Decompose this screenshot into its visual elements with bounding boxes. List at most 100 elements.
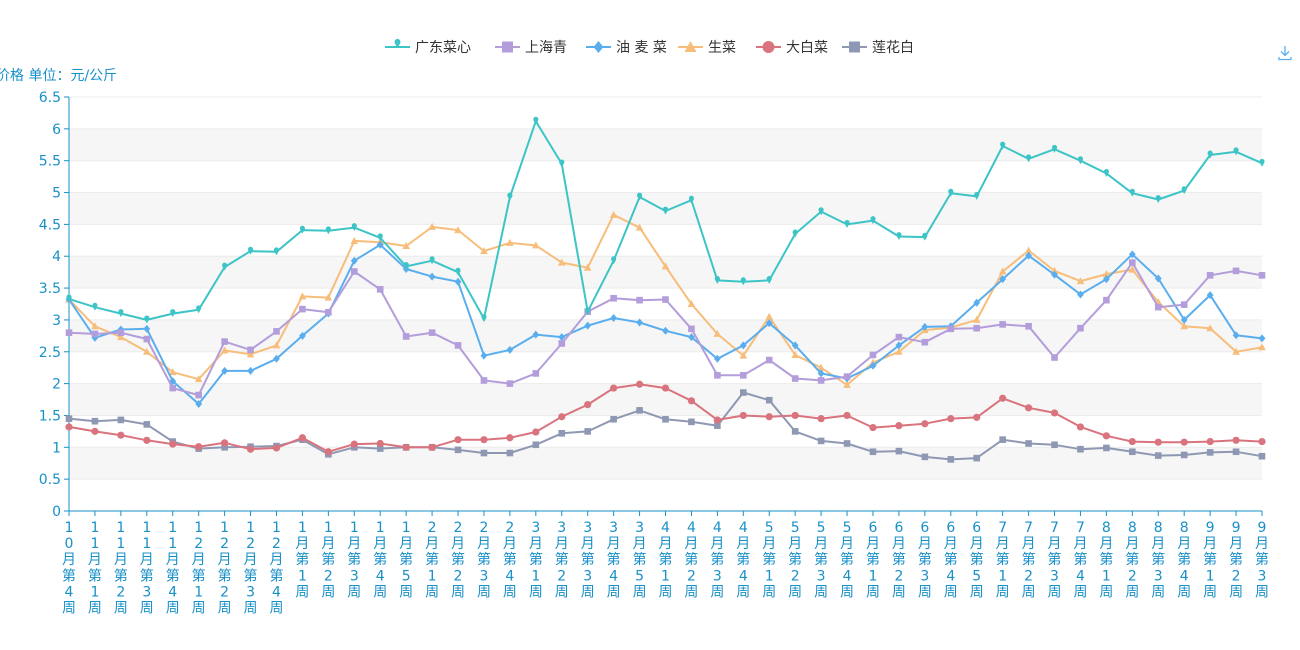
data-point[interactable] <box>299 331 306 340</box>
data-point[interactable] <box>817 377 825 384</box>
data-point[interactable] <box>972 315 981 323</box>
data-point[interactable] <box>1206 437 1214 446</box>
data-point[interactable] <box>1258 343 1266 351</box>
data-point[interactable] <box>220 346 229 354</box>
data-point[interactable] <box>636 407 643 414</box>
data-point[interactable] <box>1129 448 1136 456</box>
data-point[interactable] <box>558 413 566 421</box>
data-point[interactable] <box>688 195 695 204</box>
data-point[interactable] <box>428 272 436 281</box>
data-point[interactable] <box>895 341 903 350</box>
data-point[interactable] <box>143 421 151 428</box>
legend-item-3[interactable]: 生菜 <box>678 40 736 56</box>
data-point[interactable] <box>428 222 436 230</box>
data-point[interactable] <box>921 420 929 428</box>
data-point[interactable] <box>869 351 877 359</box>
data-point[interactable] <box>195 399 203 408</box>
data-point[interactable] <box>921 322 929 331</box>
data-point[interactable] <box>1181 186 1187 195</box>
data-point[interactable] <box>739 351 748 359</box>
data-point[interactable] <box>636 192 643 201</box>
data-point[interactable] <box>350 268 358 275</box>
data-point[interactable] <box>1180 315 1188 324</box>
data-point[interactable] <box>480 449 488 457</box>
data-point[interactable] <box>1076 277 1085 285</box>
legend-item-1[interactable]: 上海青 <box>495 40 567 56</box>
data-point[interactable] <box>1129 188 1135 197</box>
data-point[interactable] <box>402 443 410 451</box>
data-point[interactable] <box>532 441 540 449</box>
data-point[interactable] <box>168 368 177 376</box>
data-point[interactable] <box>1102 270 1111 278</box>
data-point[interactable] <box>1258 452 1266 460</box>
data-point[interactable] <box>1051 144 1058 153</box>
data-point[interactable] <box>1103 444 1110 452</box>
data-point[interactable] <box>740 372 747 379</box>
data-point[interactable] <box>247 346 254 354</box>
data-point[interactable] <box>869 448 877 456</box>
legend-item-4[interactable]: 大白菜 <box>756 40 828 56</box>
data-point[interactable] <box>557 258 566 266</box>
data-point[interactable] <box>170 309 176 318</box>
data-point[interactable] <box>688 418 695 426</box>
data-point[interactable] <box>558 333 566 342</box>
data-point[interactable] <box>1025 251 1032 260</box>
data-point[interactable] <box>532 330 540 339</box>
data-point[interactable] <box>1051 354 1058 361</box>
data-point[interactable] <box>948 188 954 197</box>
data-point[interactable] <box>325 308 332 316</box>
data-point[interactable] <box>481 314 487 323</box>
data-point[interactable] <box>454 277 462 286</box>
data-point[interactable] <box>1077 445 1084 453</box>
data-point[interactable] <box>610 384 618 392</box>
data-point[interactable] <box>376 286 384 293</box>
data-point[interactable] <box>1000 141 1006 150</box>
data-point[interactable] <box>1077 324 1084 332</box>
data-point[interactable] <box>402 333 410 340</box>
data-point[interactable] <box>713 354 721 363</box>
data-point[interactable] <box>1232 436 1240 444</box>
data-point[interactable] <box>1102 275 1110 284</box>
data-point[interactable] <box>973 454 981 462</box>
data-point[interactable] <box>1232 347 1240 355</box>
data-point[interactable] <box>429 256 435 265</box>
data-point[interactable] <box>1206 291 1214 300</box>
data-point[interactable] <box>895 347 903 355</box>
data-point[interactable] <box>91 322 99 330</box>
data-point[interactable] <box>791 428 799 435</box>
data-point[interactable] <box>532 241 540 249</box>
data-point[interactable] <box>635 380 644 388</box>
data-point[interactable] <box>973 413 981 421</box>
data-point[interactable] <box>298 434 307 442</box>
data-point[interactable] <box>350 236 359 244</box>
data-point[interactable] <box>998 267 1007 275</box>
data-point[interactable] <box>635 223 644 231</box>
data-point[interactable] <box>1077 290 1084 299</box>
data-point[interactable] <box>91 427 99 435</box>
data-point[interactable] <box>687 397 696 405</box>
data-point[interactable] <box>273 328 280 335</box>
data-point[interactable] <box>1206 272 1214 279</box>
data-point[interactable] <box>480 377 488 384</box>
data-point[interactable] <box>662 296 669 303</box>
data-point[interactable] <box>636 318 643 327</box>
legend-item-2[interactable]: 油 麦 菜 <box>586 40 667 56</box>
data-point[interactable] <box>1232 331 1240 340</box>
data-point[interactable] <box>609 210 618 218</box>
data-point[interactable] <box>222 262 228 271</box>
data-point[interactable] <box>1154 274 1162 283</box>
data-point[interactable] <box>65 415 73 422</box>
data-point[interactable] <box>558 340 566 347</box>
data-point[interactable] <box>585 307 591 316</box>
data-point[interactable] <box>739 411 747 420</box>
data-point[interactable] <box>947 325 955 333</box>
data-point[interactable] <box>817 437 825 445</box>
data-point[interactable] <box>999 321 1006 328</box>
data-point[interactable] <box>143 347 151 355</box>
data-point[interactable] <box>999 275 1007 284</box>
data-point[interactable] <box>1128 265 1137 273</box>
data-point[interactable] <box>584 428 591 435</box>
data-point[interactable] <box>298 292 307 300</box>
data-point[interactable] <box>765 319 773 328</box>
data-point[interactable] <box>661 384 670 392</box>
